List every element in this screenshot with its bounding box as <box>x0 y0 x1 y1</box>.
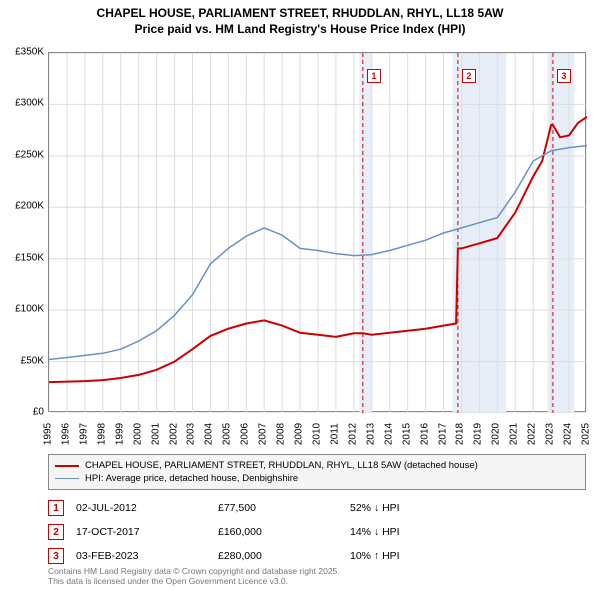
x-tick-label: 2001 <box>150 423 161 445</box>
x-tick-label: 2005 <box>222 423 233 445</box>
legend-label: HPI: Average price, detached house, Denb… <box>85 473 298 484</box>
x-tick-label: 1995 <box>43 423 54 445</box>
marker-price: £77,500 <box>218 502 338 514</box>
legend-swatch <box>55 478 79 480</box>
chart-marker-label-3: 3 <box>557 69 571 83</box>
x-tick-label: 1996 <box>60 423 71 445</box>
marker-price: £280,000 <box>218 550 338 562</box>
x-tick-label: 2023 <box>545 423 556 445</box>
title-line1: CHAPEL HOUSE, PARLIAMENT STREET, RHUDDLA… <box>10 6 590 22</box>
marker-table: 1 02-JUL-2012 £77,500 52% ↓ HPI 2 17-OCT-2017… <box>48 496 586 568</box>
x-tick-label: 2007 <box>258 423 269 445</box>
legend-box: CHAPEL HOUSE, PARLIAMENT STREET, RHUDDLA… <box>48 454 586 490</box>
x-tick-label: 2018 <box>455 423 466 445</box>
chart-plot-area: 1 2 3 <box>48 52 586 412</box>
x-tick-label: 2024 <box>563 423 574 445</box>
x-tick-label: 2017 <box>437 423 448 445</box>
x-tick-label: 2010 <box>312 423 323 445</box>
y-tick-label: £150K <box>15 252 44 263</box>
x-tick-label: 2004 <box>204 423 215 445</box>
marker-table-row: 3 03-FEB-2023 £280,000 10% ↑ HPI <box>48 544 586 568</box>
x-tick-label: 1999 <box>114 423 125 445</box>
y-tick-label: £350K <box>15 47 44 58</box>
y-tick-label: £100K <box>15 304 44 315</box>
x-tick-label: 2006 <box>240 423 251 445</box>
marker-price: £160,000 <box>218 526 338 538</box>
x-tick-label: 2011 <box>329 423 340 445</box>
x-axis-labels: 1995199619971998199920002001200220032004… <box>48 414 586 454</box>
x-tick-label: 2003 <box>186 423 197 445</box>
legend-label: CHAPEL HOUSE, PARLIAMENT STREET, RHUDDLA… <box>85 460 478 471</box>
x-tick-label: 2019 <box>473 423 484 445</box>
y-tick-label: £50K <box>21 355 44 366</box>
legend-row: CHAPEL HOUSE, PARLIAMENT STREET, RHUDDLA… <box>55 459 579 472</box>
x-tick-label: 2015 <box>401 423 412 445</box>
x-tick-label: 1998 <box>96 423 107 445</box>
chart-title-block: CHAPEL HOUSE, PARLIAMENT STREET, RHUDDLA… <box>0 0 600 41</box>
x-tick-label: 2013 <box>365 423 376 445</box>
marker-badge: 3 <box>48 548 64 564</box>
chart-marker-label-2: 2 <box>462 69 476 83</box>
x-tick-label: 2021 <box>509 423 520 445</box>
legend-swatch <box>55 465 79 467</box>
marker-diff: 10% ↑ HPI <box>350 550 470 562</box>
marker-table-row: 2 17-OCT-2017 £160,000 14% ↓ HPI <box>48 520 586 544</box>
marker-date: 02-JUL-2012 <box>76 502 206 514</box>
y-tick-label: £200K <box>15 201 44 212</box>
y-tick-label: £0 <box>33 407 44 418</box>
marker-badge: 2 <box>48 524 64 540</box>
y-axis-labels: £0£50K£100K£150K£200K£250K£300K£350K <box>0 52 46 412</box>
marker-table-row: 1 02-JUL-2012 £77,500 52% ↓ HPI <box>48 496 586 520</box>
x-tick-label: 1997 <box>78 423 89 445</box>
x-tick-label: 2025 <box>581 423 592 445</box>
title-line2: Price paid vs. HM Land Registry's House … <box>10 22 590 38</box>
y-tick-label: £300K <box>15 98 44 109</box>
y-tick-label: £250K <box>15 149 44 160</box>
marker-date: 17-OCT-2017 <box>76 526 206 538</box>
x-tick-label: 2022 <box>527 423 538 445</box>
marker-badge: 1 <box>48 500 64 516</box>
x-tick-label: 2008 <box>276 423 287 445</box>
x-tick-label: 2020 <box>491 423 502 445</box>
x-tick-label: 2002 <box>168 423 179 445</box>
footer-line1: Contains HM Land Registry data © Crown c… <box>48 566 340 576</box>
footer-line2: This data is licensed under the Open Gov… <box>48 576 340 586</box>
marker-diff: 14% ↓ HPI <box>350 526 470 538</box>
x-tick-label: 2014 <box>383 423 394 445</box>
footer-text: Contains HM Land Registry data © Crown c… <box>48 566 340 586</box>
chart-svg <box>49 53 587 413</box>
legend-row: HPI: Average price, detached house, Denb… <box>55 472 579 485</box>
x-tick-label: 2000 <box>132 423 143 445</box>
x-tick-label: 2016 <box>419 423 430 445</box>
x-tick-label: 2012 <box>347 423 358 445</box>
marker-diff: 52% ↓ HPI <box>350 502 470 514</box>
marker-date: 03-FEB-2023 <box>76 550 206 562</box>
x-tick-label: 2009 <box>294 423 305 445</box>
chart-marker-label-1: 1 <box>367 69 381 83</box>
